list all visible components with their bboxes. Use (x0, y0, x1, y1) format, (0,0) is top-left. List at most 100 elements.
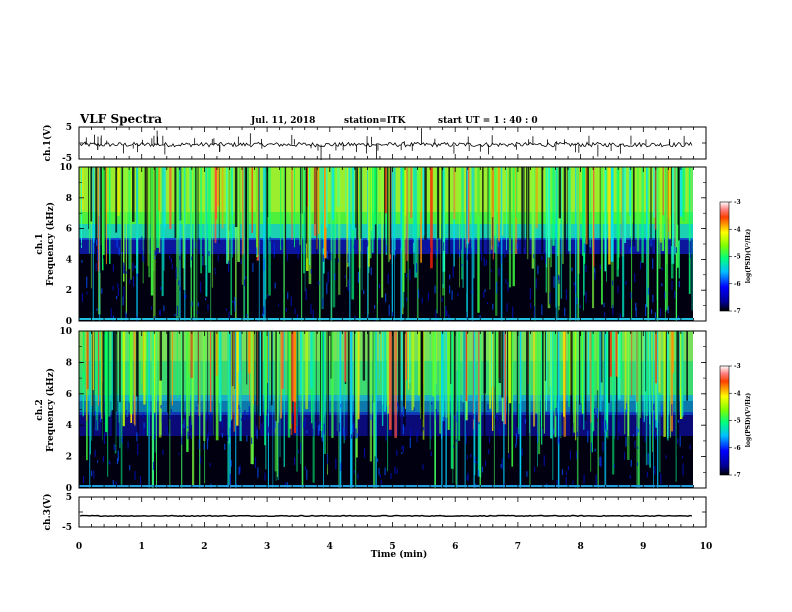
sferic-stripe (255, 331, 258, 426)
sferic-stripe (296, 331, 298, 472)
spectrogram-speckle (421, 297, 423, 304)
sferic-full-line (272, 331, 274, 488)
sferic-stripe (346, 167, 348, 287)
sferic-stripe (90, 167, 92, 289)
spectrogram-speckle (221, 419, 223, 428)
sferic-full-line (557, 331, 560, 488)
sferic-stripe (586, 167, 588, 298)
sferic-stripe (245, 167, 247, 268)
sferic-stripe (343, 331, 345, 444)
spectrogram-speckle (264, 472, 266, 481)
sferic-stripe (384, 331, 387, 412)
sferic-stripe (686, 331, 688, 401)
spectrogram-speckle (129, 279, 131, 284)
sferic-stripe (492, 331, 494, 431)
spectrogram-speckle (576, 431, 578, 438)
spectrogram-speckle (457, 293, 459, 297)
spectrogram-speckle (273, 242, 275, 252)
spectrogram-speckle (150, 306, 153, 310)
sferic-stripe (587, 331, 589, 395)
sferic-stripe (355, 167, 357, 228)
sferic-stripe (134, 331, 136, 426)
spectrogram-speckle (445, 306, 447, 317)
sferic-stripe (372, 167, 374, 253)
time-axis-tick-label: 2 (201, 542, 207, 552)
spectrogram-speckle (529, 288, 531, 300)
spectrogram-speckle (267, 294, 269, 297)
spectrogram-speckle (458, 251, 461, 257)
sferic-stripe (558, 167, 561, 219)
sferic-stripe (159, 331, 162, 381)
spectrogram-speckle (576, 297, 578, 305)
spectrogram-speckle (416, 263, 418, 273)
spectrogram-speckle (585, 265, 587, 273)
spectrogram-speckle (377, 458, 379, 462)
sferic-stripe (589, 167, 592, 248)
spectrogram-speckle (154, 256, 156, 260)
spectrogram-speckle (343, 426, 345, 436)
spectrogram-speckle (277, 304, 280, 307)
spectrogram-speckle (314, 422, 316, 429)
sferic-stripe (492, 167, 494, 260)
spectrogram-speckle (94, 449, 96, 457)
spectrogram-speckle (653, 412, 655, 421)
sferic-stripe (195, 167, 197, 285)
spectrogram-speckle (304, 417, 306, 427)
sferic-stripe (305, 167, 308, 244)
spectrogram-speckle (338, 319, 340, 321)
sferic-full-line (555, 167, 558, 321)
sferic-stripe (666, 167, 668, 265)
spectrogram-speckle (326, 282, 328, 295)
spectrogram-speckle (654, 466, 656, 475)
spectrogram-speckle (123, 262, 125, 274)
sferic-stripe (463, 331, 465, 465)
spectrogram-speckle (427, 292, 429, 301)
frequency-tick-label: 0 (66, 317, 72, 327)
sferic-stripe (362, 331, 366, 381)
spectrogram-speckle (206, 434, 208, 439)
sferic-stripe (628, 167, 632, 216)
spectrogram-speckle (637, 486, 639, 488)
spectrogram-speckle (319, 421, 321, 426)
ch2-spectrogram-ylabel-channel: ch.2 (35, 399, 45, 420)
spectrogram-speckle (112, 285, 114, 291)
spectrogram-speckle (134, 265, 136, 269)
spectrogram-speckle (473, 413, 475, 420)
sferic-stripe (442, 167, 445, 288)
sferic-stripe (503, 331, 506, 425)
sferic-stripe (490, 331, 493, 387)
sferic-stripe (631, 331, 633, 397)
spectrogram-speckle (163, 305, 165, 312)
sferic-stripe (163, 167, 165, 271)
time-axis-tick-label: 0 (76, 542, 82, 552)
sferic-stripe (267, 331, 269, 384)
spectrogram-speckle (357, 473, 359, 480)
spectrogram-speckle (140, 247, 142, 254)
time-axis-tick-label: 9 (640, 542, 646, 552)
spectrogram-speckle (285, 307, 287, 312)
sferic-stripe (453, 331, 454, 469)
sferic-stripe (374, 167, 377, 225)
sferic-stripe (321, 167, 324, 309)
spectrogram-speckle (632, 241, 634, 252)
sferic-stripe (148, 167, 151, 278)
sferic-full-line (338, 331, 340, 488)
sferic-stripe (315, 331, 317, 461)
spectrogram-speckle (521, 448, 523, 456)
ch1-spectrogram-low-line (79, 318, 693, 320)
spectrogram-speckle (185, 294, 187, 299)
ch1-spectrogram-ylabel-channel: ch.1 (35, 233, 45, 254)
sferic-stripe (493, 167, 496, 253)
sferic-stripe (408, 331, 409, 390)
spectrogram-speckle (203, 251, 205, 256)
sferic-stripe (570, 331, 572, 458)
spectrogram-speckle (178, 280, 180, 286)
sferic-stripe (281, 331, 285, 389)
spectrogram-speckle (103, 433, 105, 444)
ch2-colorbar-label: log(PSD)(V²/Hz) (745, 393, 752, 448)
sferic-stripe (251, 167, 253, 233)
sferic-stripe (327, 331, 328, 475)
spectrogram-speckle (659, 308, 662, 317)
sferic-stripe (289, 331, 292, 429)
spectrogram-speckle (127, 441, 129, 449)
